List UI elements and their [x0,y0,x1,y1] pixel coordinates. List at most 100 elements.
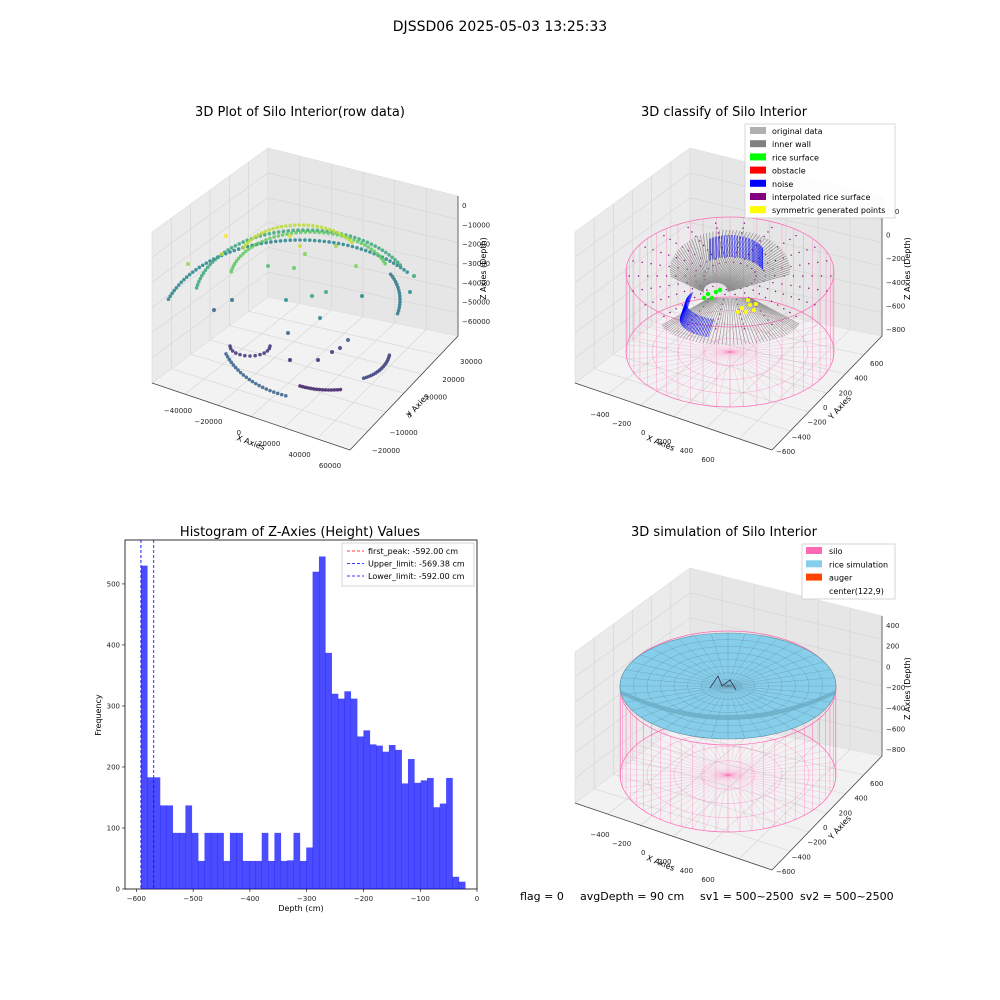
data-point [241,251,245,256]
data-point [260,385,265,390]
histogram-bar [318,556,326,889]
rice-surface-mesh-spoke [727,654,816,687]
silo-floor-spoke [702,298,731,353]
inner-wall-stroke [668,297,712,333]
inner-wall-stroke [711,231,714,284]
data-point [391,261,396,265]
tick-label: 600 [701,876,714,884]
y-tick-label: 100 [107,824,120,832]
inner-wall-stroke [694,237,709,285]
data-point [395,282,399,287]
panel-classify-title: 3D classify of Silo Interior [641,105,808,120]
tick-label: −200 [612,420,631,428]
interpolated-point [628,275,630,277]
data-point [275,225,280,230]
data-point [398,263,403,267]
tick-label: −200 [886,684,905,692]
data-point [203,268,208,272]
data-point [335,387,340,392]
data-point [276,234,281,238]
legend-label: Upper_limit: -569.38 cm [368,560,465,569]
interpolated-point [789,311,791,314]
interpolated-point [656,275,658,277]
inner-wall-stroke [737,297,758,344]
silo-floor-spoke [727,744,820,776]
data-point [310,294,314,298]
interpolated-point [693,296,696,299]
interpolated-point [770,300,773,303]
interpolated-point [743,292,746,294]
interpolated-point [774,290,777,293]
silo-floor-spoke [636,744,729,776]
interpolated-point [806,301,808,303]
data-point [244,249,248,254]
y-tick-label: 0 [116,886,120,894]
inner-wall-stroke [750,297,800,325]
tick-label: 0 [823,404,827,412]
silo-floor-spoke [727,774,836,782]
rice-surface-point [701,295,707,301]
data-point [264,240,268,245]
data-point [292,223,297,227]
data-point [250,245,254,249]
data-point [179,280,184,285]
data-point [395,260,400,265]
histogram-y-ticks: 0 100 200 300 400 500 [107,580,125,894]
histogram-bar [306,847,313,889]
data-point [324,290,328,294]
interpolated-point [702,244,705,247]
data-point [262,233,267,237]
rice-surface-mesh-spoke [640,685,729,718]
data-point [338,232,343,237]
x-tick-label: −500 [184,895,203,903]
data-point [227,357,232,362]
interpolated-point [814,304,816,306]
gridline [151,197,459,283]
data-point [194,286,199,290]
data-point [361,376,366,380]
data-point [342,234,346,238]
data-point [253,381,258,386]
data-point [250,236,255,241]
data-point [231,264,236,269]
legend-label: obstacle [772,167,806,176]
data-point [257,383,261,388]
inner-wall-stroke [722,237,766,285]
rice-surface-point [709,295,715,301]
data-point [265,349,270,353]
silo-floor-spoke [716,351,731,407]
data-point [233,244,238,248]
status-flag: flag = 0 [520,890,564,903]
interpolated-point [798,251,800,254]
inner-wall-stroke [740,297,768,342]
tick-label: 600 [701,456,714,464]
data-point [395,263,400,268]
symmetric-point [754,302,758,306]
data-point [331,229,336,233]
inner-wall-stroke [727,262,790,290]
silo-floor-spoke [727,739,813,776]
data-point [355,245,359,250]
inner-wall-stroke [685,297,718,340]
inner-wall-stroke [713,297,726,345]
data-point [195,282,200,287]
data-point [220,252,224,256]
data-point [243,353,247,358]
simulation-z-ticks: 400 200 0 −200 −400 −600 −800 [886,622,905,754]
status-sv2: sv2 = 500~2500 [800,890,894,903]
legend-label: rice surface [772,153,819,162]
tick-label: 0 [886,232,890,240]
inner-wall-stroke [696,236,710,285]
raw-y-ticks: −20000 −10000 0 10000 20000 30000 [372,358,482,455]
interpolated-point [652,301,654,303]
legend-label: auger [829,574,853,583]
inner-wall-stroke [726,255,787,289]
data-point [372,249,376,254]
silo-floor-spoke [727,774,775,827]
silo-floor-spoke [727,734,805,776]
y-axis-line [771,755,883,871]
interpolated-point [699,240,701,242]
data-point [245,241,250,246]
silo-floor-spoke [630,774,729,800]
